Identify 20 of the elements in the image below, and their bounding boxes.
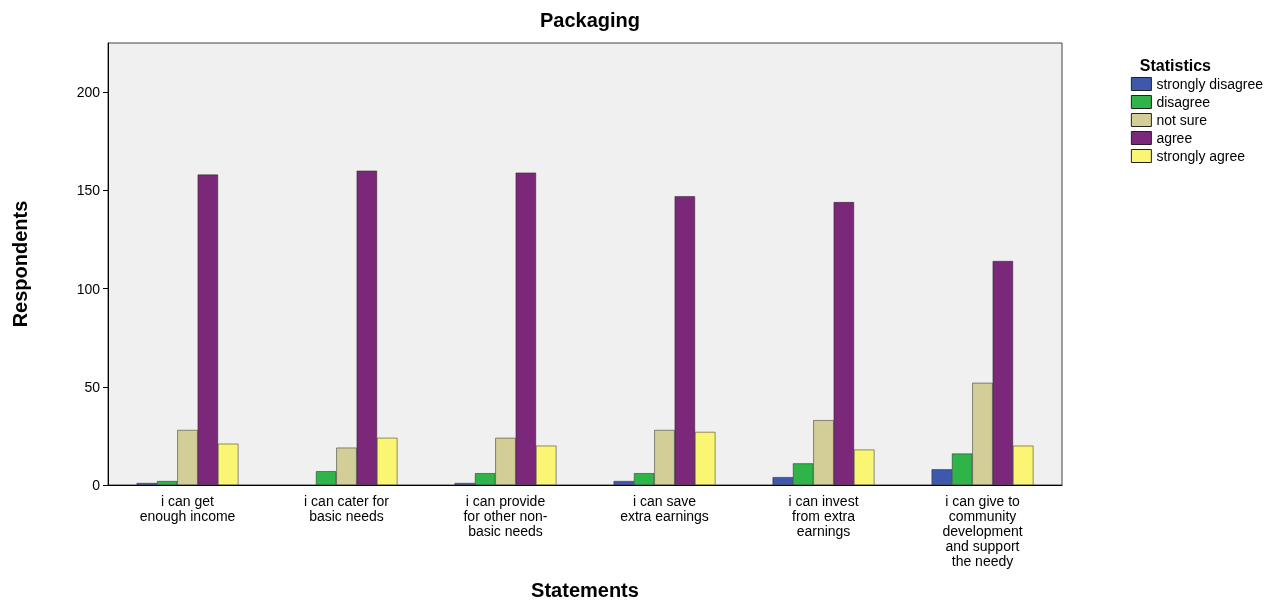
legend-label: not sure bbox=[1156, 112, 1208, 128]
x-tick-label: i can get enough income bbox=[139, 492, 236, 524]
y-axis-title: Respondents bbox=[9, 200, 31, 328]
x-tick-label: i can invest from extra earnings bbox=[788, 492, 859, 539]
legend-label: strongly agree bbox=[1156, 148, 1246, 164]
legend-label: disagree bbox=[1156, 94, 1211, 110]
x-tick-label: i can cater for basic needs bbox=[304, 492, 390, 524]
y-tick-label: 150 bbox=[76, 182, 101, 199]
y-tick-label: 50 bbox=[84, 378, 101, 395]
x-axis-title: Statements bbox=[531, 579, 639, 601]
y-tick-label: 0 bbox=[92, 477, 101, 493]
legend-label: strongly disagree bbox=[1156, 76, 1264, 92]
x-tick-label: i can save extra earnings bbox=[620, 492, 709, 524]
y-tick-label: 200 bbox=[76, 84, 101, 101]
x-tick-label: i can give to community development and support the needy bbox=[942, 492, 1023, 569]
y-tick-label: 100 bbox=[76, 280, 101, 297]
chart-title: Packaging bbox=[539, 9, 641, 31]
legend-label: agree bbox=[1156, 130, 1193, 146]
legend-title: Statistics bbox=[1139, 56, 1212, 74]
x-tick-label: i can provide for other non- basic needs bbox=[463, 492, 548, 539]
